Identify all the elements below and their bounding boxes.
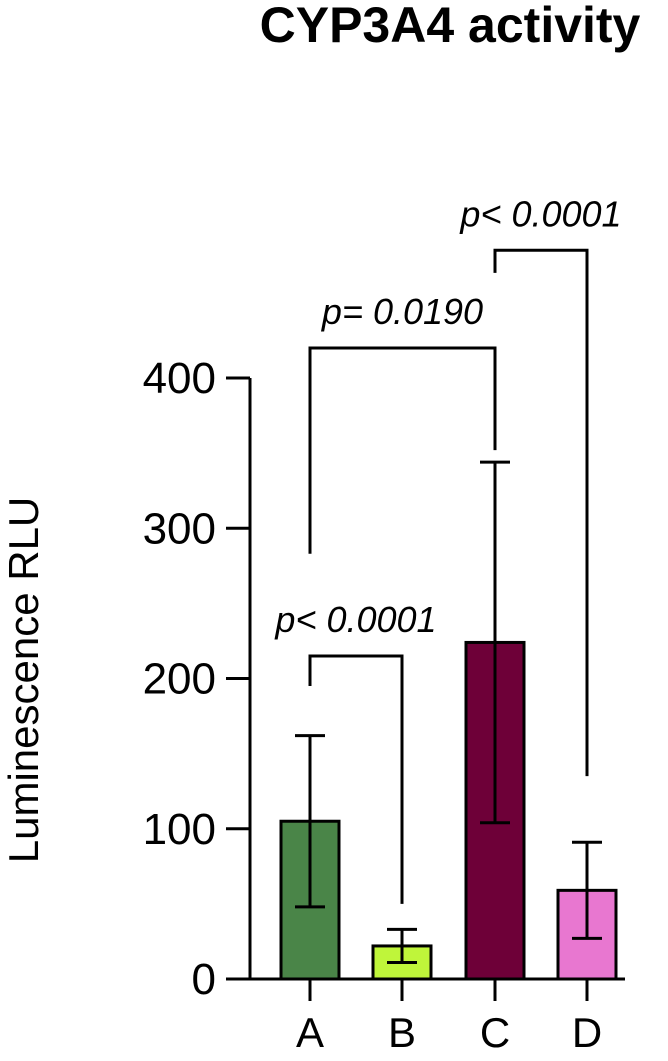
y-tick-label-0: 0: [192, 955, 216, 1004]
p-value-label-1: p< 0.0001: [274, 599, 436, 640]
significance-bracket-1: [308, 654, 404, 904]
plot-area: 0 100 200 300 400 A B C Dp< 0.0001 p= 0.0190 p< 0.…: [143, 193, 625, 1056]
p-value-label-2: p= 0.0190: [321, 291, 483, 332]
significance-bracket-2: [308, 346, 497, 554]
y-tick-label-100: 100: [143, 805, 216, 854]
y-axis-label: Luminescence RLU: [0, 497, 47, 864]
y-tick-label-300: 300: [143, 504, 216, 553]
significance-bracket-3: [493, 248, 589, 777]
x-tick-label-B: B: [388, 1009, 416, 1056]
x-tick-label-A: A: [296, 1009, 324, 1056]
p-value-label-3: p< 0.0001: [459, 193, 621, 234]
y-tick-label-400: 400: [143, 354, 216, 403]
x-tick-label-D: D: [572, 1009, 602, 1056]
x-tick-label-C: C: [480, 1009, 510, 1056]
y-tick-label-200: 200: [143, 655, 216, 704]
chart-title: CYP3A4 activity: [260, 0, 641, 53]
